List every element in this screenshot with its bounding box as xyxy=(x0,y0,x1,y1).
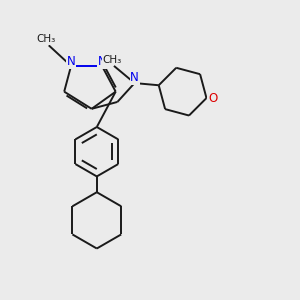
Text: O: O xyxy=(208,92,217,104)
Text: N: N xyxy=(67,55,75,68)
Text: CH₃: CH₃ xyxy=(36,34,56,44)
Text: N: N xyxy=(130,71,139,84)
Text: N: N xyxy=(98,55,106,68)
Text: CH₃: CH₃ xyxy=(103,55,122,65)
